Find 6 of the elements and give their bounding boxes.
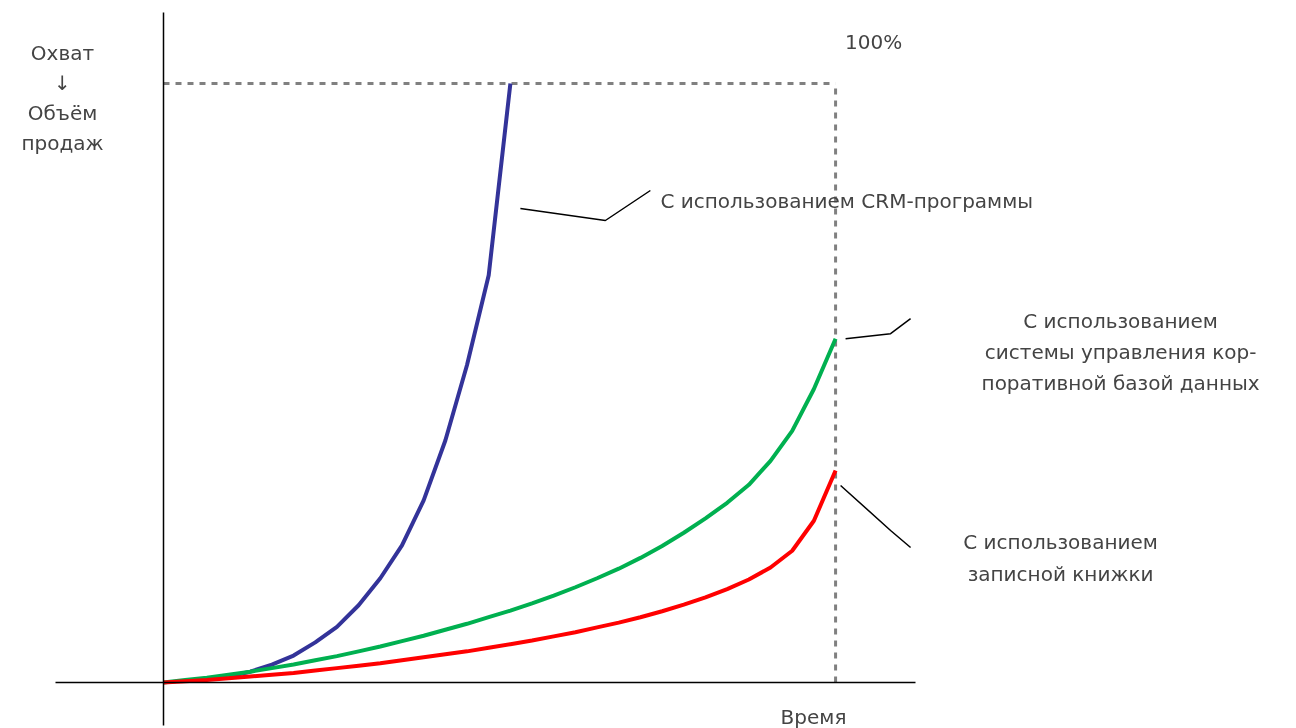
ref-line-label: 100% [844, 29, 903, 54]
text: С использованием записной книжки [963, 530, 1158, 586]
y-axis-title: Охват ↓ Объём продаж [21, 40, 104, 155]
x-axis-title: Время [780, 704, 847, 728]
text: С использованием CRM-программы [660, 188, 1034, 213]
text: С использованием системы управления кор- поративной базой данных [981, 308, 1260, 396]
